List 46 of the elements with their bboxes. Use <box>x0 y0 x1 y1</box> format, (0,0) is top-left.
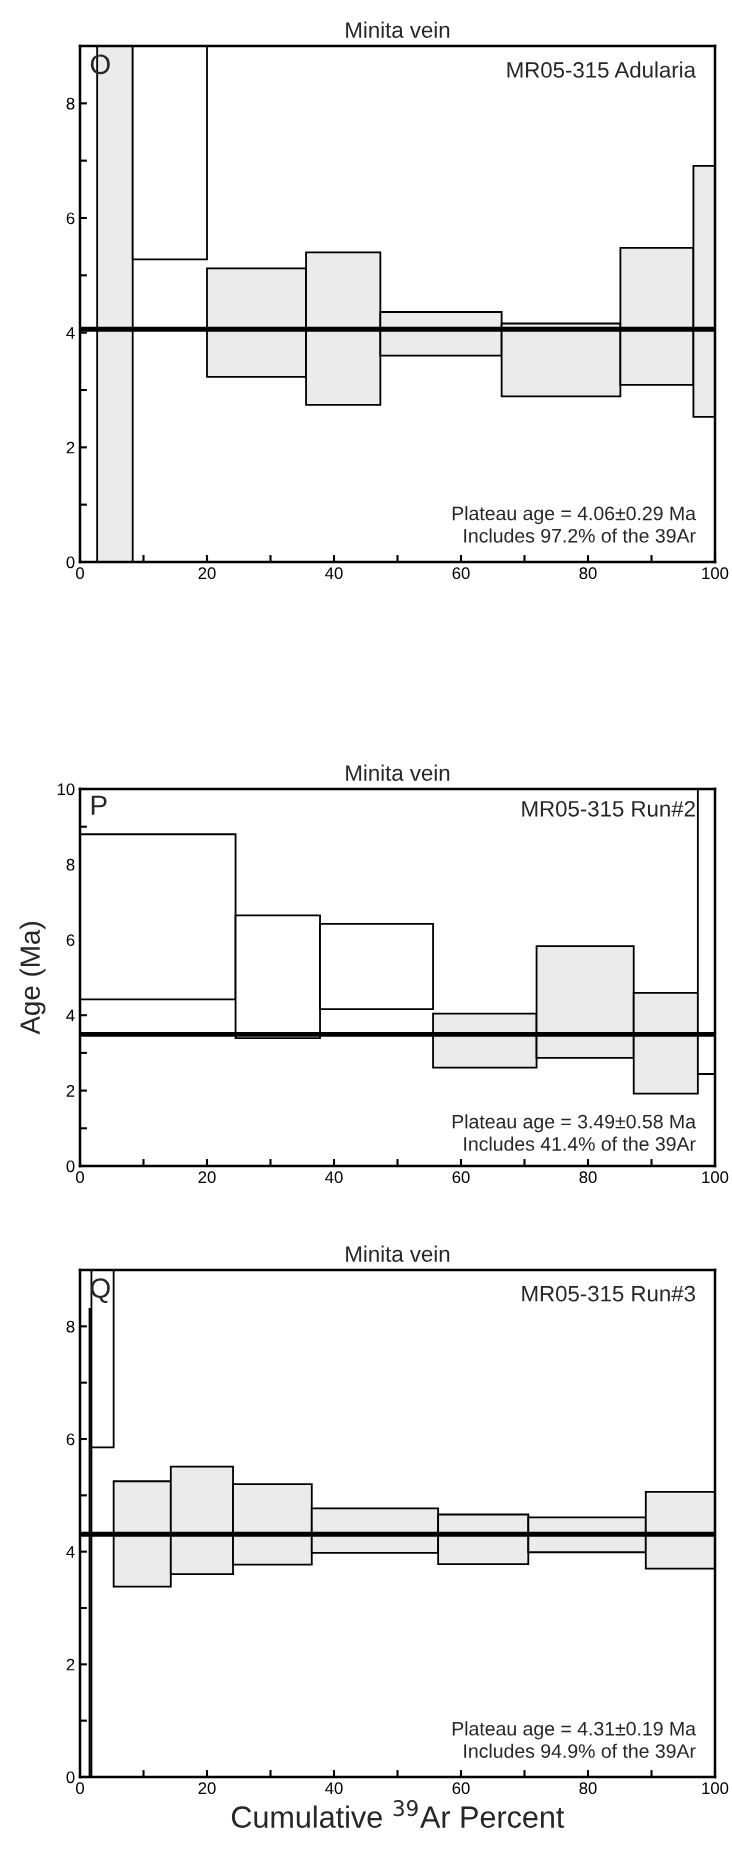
annotation: P <box>91 795 107 815</box>
x-tick-label: 40 <box>325 1171 343 1184</box>
y-tick-label: 0 <box>66 1771 75 1784</box>
y-tick-label: 8 <box>66 97 75 110</box>
y-tick-label: 10 <box>57 783 75 796</box>
y-tick-label: 6 <box>66 934 75 946</box>
annotation: Plateau age = 4.06±0.29 Ma Includes 97.2% of the 39Ar <box>452 506 696 543</box>
y-tick-label: 8 <box>66 858 75 871</box>
annotation: Plateau age = 4.31±0.19 Ma Includes 94.9% of the 39Ar <box>452 1721 696 1758</box>
x-tick-label: 100 <box>702 1782 729 1795</box>
y-tick-label: 4 <box>66 1009 75 1022</box>
annotation: MR05-315 Adularia <box>507 61 696 78</box>
x-tick-label: 0 <box>76 1782 84 1795</box>
x-tick-label: 60 <box>452 567 470 580</box>
annotation: MR05-315 Run#3 <box>522 1285 695 1302</box>
y-tick-label: 6 <box>66 1433 75 1446</box>
x-tick-label: 0 <box>76 567 84 580</box>
x-tick-label: 60 <box>452 1171 470 1184</box>
x-tick-label: 20 <box>198 567 216 580</box>
x-tick-label: 0 <box>76 1171 84 1184</box>
x-tick-label: 80 <box>579 1171 597 1184</box>
x-tick-label: 100 <box>702 1171 729 1184</box>
x-axis-title: Cumulative $^{39}$Ar Percent <box>231 1800 565 1828</box>
x-tick-label: 20 <box>198 1782 216 1795</box>
y-tick-label: 6 <box>66 212 75 225</box>
y-tick-label: 2 <box>66 441 75 454</box>
x-tick-label: 80 <box>579 1782 597 1795</box>
y-tick-label: 2 <box>66 1658 75 1671</box>
y-tick-label: 4 <box>66 327 75 339</box>
y-tick-label: 0 <box>66 1160 75 1173</box>
chart-title: Minita vein <box>346 764 450 781</box>
x-tick-label: 100 <box>702 567 729 580</box>
x-tick-label: 40 <box>325 1782 343 1795</box>
y-tick-label: 4 <box>66 1546 75 1558</box>
y-tick-label: 0 <box>66 556 75 569</box>
y-tick-label: 2 <box>66 1085 75 1097</box>
x-tick-label: 40 <box>325 567 343 580</box>
annotation: MR05-315 Run#2 <box>522 800 695 817</box>
y-tick-label: 8 <box>66 1320 75 1333</box>
x-tick-label: 60 <box>452 1782 470 1795</box>
y-axis-title: Age (Ma) <box>19 922 46 1035</box>
x-tick-label: 20 <box>198 1171 216 1184</box>
chart-title: Minita vein <box>346 1245 450 1262</box>
x-tick-label: 80 <box>579 567 597 580</box>
annotation: Plateau age = 3.49±0.58 Ma Includes 41.4% of the 39Ar <box>452 1114 696 1151</box>
chart-title: Minita vein <box>346 21 450 38</box>
